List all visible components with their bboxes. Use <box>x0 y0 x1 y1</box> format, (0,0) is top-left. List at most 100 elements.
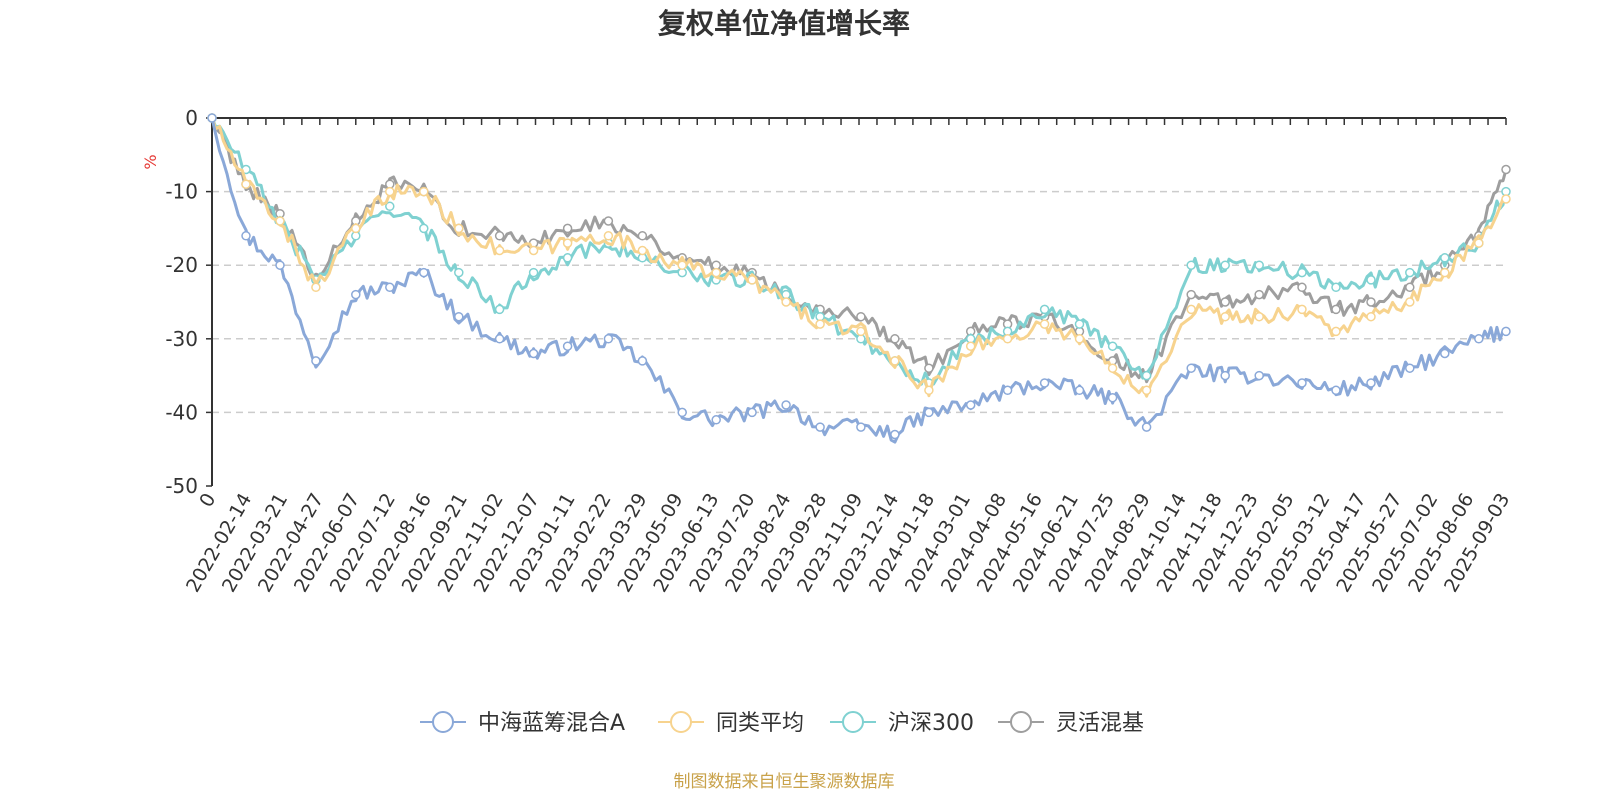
data-point <box>494 245 505 256</box>
data-point <box>1039 304 1050 315</box>
data-point <box>528 245 539 256</box>
data-point <box>419 223 429 234</box>
legend-item[interactable]: 沪深300 <box>830 711 974 736</box>
data-point <box>965 400 976 410</box>
legend-item[interactable]: 同类平均 <box>658 711 804 736</box>
data-point <box>1366 275 1376 285</box>
data-point <box>856 326 866 337</box>
legend-swatch-marker <box>842 711 864 733</box>
data-point <box>494 334 505 344</box>
data-point <box>454 267 464 278</box>
legend-label: 灵活混基 <box>1056 711 1144 736</box>
data-point <box>562 253 573 263</box>
data-point <box>1107 363 1118 373</box>
data-point <box>1405 267 1415 278</box>
data-point <box>1474 334 1484 344</box>
data-point <box>781 297 791 307</box>
legend-item[interactable]: 灵活混基 <box>998 711 1144 736</box>
data-point <box>677 407 687 418</box>
data-point <box>528 348 539 359</box>
legend-swatch-marker <box>670 711 692 733</box>
data-point <box>528 267 539 278</box>
data-point <box>1107 341 1118 351</box>
data-point <box>351 289 361 300</box>
data-point <box>815 319 825 329</box>
data-point <box>924 385 934 396</box>
data-point <box>1002 334 1013 344</box>
data-point <box>1405 297 1415 307</box>
legend[interactable]: 中海蓝筹混合A 同类平均 沪深300 灵活混基 <box>420 711 1144 736</box>
data-point <box>1039 319 1050 329</box>
x-tick-label: 0 <box>195 490 220 511</box>
data-point <box>454 223 464 234</box>
data-point <box>1366 311 1376 322</box>
data-point <box>385 186 395 197</box>
data-point <box>637 356 648 366</box>
data-point <box>890 334 900 344</box>
data-point <box>1254 311 1264 322</box>
data-point <box>1141 422 1152 432</box>
legend-label: 同类平均 <box>716 711 804 736</box>
data-point <box>890 356 900 366</box>
data-point <box>275 216 285 226</box>
series-line <box>210 117 1507 444</box>
data-point <box>1366 297 1376 307</box>
data-point <box>1501 164 1511 175</box>
data-point <box>385 201 395 212</box>
data-point <box>241 231 251 241</box>
y-tick-label: 0 <box>185 106 198 130</box>
data-point <box>1501 194 1511 204</box>
data-point <box>311 356 321 366</box>
data-point <box>494 304 505 315</box>
data-point <box>890 429 900 440</box>
data-point <box>1331 304 1341 315</box>
data-point <box>1107 392 1118 403</box>
data-point <box>1254 289 1264 300</box>
data-point <box>1074 334 1085 344</box>
data-point <box>1474 238 1484 248</box>
data-point <box>385 282 395 293</box>
data-point <box>1220 311 1230 322</box>
data-point <box>603 334 614 344</box>
chart-title: 复权单位净值增长率 <box>658 7 910 40</box>
source-note: 制图数据来自恒生聚源数据库 <box>674 772 895 792</box>
data-point <box>1440 253 1450 263</box>
data-point <box>1331 326 1341 337</box>
data-point <box>747 407 757 418</box>
data-point <box>1186 260 1196 270</box>
y-axis-ticks: 0 -10 -20 -30 -40 -50 <box>165 106 212 498</box>
data-point <box>603 216 614 226</box>
y-tick-label: -20 <box>165 253 198 277</box>
data-point <box>1186 289 1196 300</box>
data-point <box>856 422 866 432</box>
data-point <box>1186 304 1196 315</box>
data-point <box>311 282 321 293</box>
data-point <box>454 311 464 322</box>
data-point <box>1141 385 1152 396</box>
legend-item[interactable]: 中海蓝筹混合A <box>420 711 625 736</box>
data-point <box>1366 378 1376 388</box>
legend-label: 沪深300 <box>888 711 974 736</box>
y-tick-label: -30 <box>165 327 198 351</box>
data-point <box>1254 260 1264 270</box>
data-point <box>275 260 285 270</box>
data-point <box>924 407 934 418</box>
data-point <box>1440 267 1450 278</box>
data-point <box>1254 370 1264 381</box>
data-point <box>1039 378 1050 388</box>
data-point <box>562 238 573 248</box>
data-point <box>637 231 648 241</box>
data-point <box>494 231 505 241</box>
y-axis-unit-label: % <box>141 154 160 169</box>
data-point <box>1186 363 1196 373</box>
data-point <box>677 260 687 270</box>
legend-swatch-marker <box>1010 711 1032 733</box>
data-point <box>856 311 866 322</box>
data-point <box>1405 282 1415 293</box>
data-point <box>1297 282 1307 293</box>
legend-swatch-marker <box>432 711 454 733</box>
data-point <box>241 179 251 189</box>
data-point <box>965 341 976 351</box>
data-point <box>562 341 573 351</box>
data-point <box>1220 297 1230 307</box>
